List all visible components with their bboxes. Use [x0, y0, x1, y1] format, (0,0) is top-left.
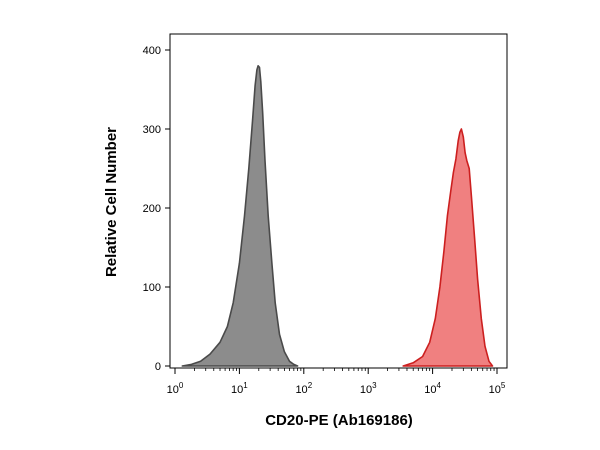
- y-axis-ticks: 0 100 200 300 400: [143, 45, 170, 373]
- x-tick-label: 103: [360, 381, 377, 396]
- x-tick-label: 100: [167, 381, 184, 396]
- series-layer: [181, 65, 494, 367]
- histogram-series-1: [181, 65, 299, 367]
- x-tick-label: 102: [295, 381, 312, 396]
- y-tick-label: 100: [143, 282, 161, 294]
- x-tick-label: 101: [231, 381, 248, 396]
- y-tick-label: 300: [143, 124, 161, 136]
- y-axis-label: Relative Cell Number: [103, 127, 120, 277]
- y-tick-label: 0: [155, 361, 161, 373]
- y-tick-label: 200: [143, 203, 161, 215]
- x-tick-label: 105: [489, 381, 506, 396]
- plot-area: [169, 33, 508, 369]
- x-axis-ticks: 100 101 102 103 104 105: [167, 368, 506, 396]
- plot-frame: [169, 33, 508, 369]
- x-tick-label: 104: [424, 381, 441, 396]
- y-tick-label: 400: [143, 45, 161, 57]
- histogram-series-2: [402, 128, 494, 367]
- x-axis-label: CD20-PE (Ab169186): [265, 412, 413, 429]
